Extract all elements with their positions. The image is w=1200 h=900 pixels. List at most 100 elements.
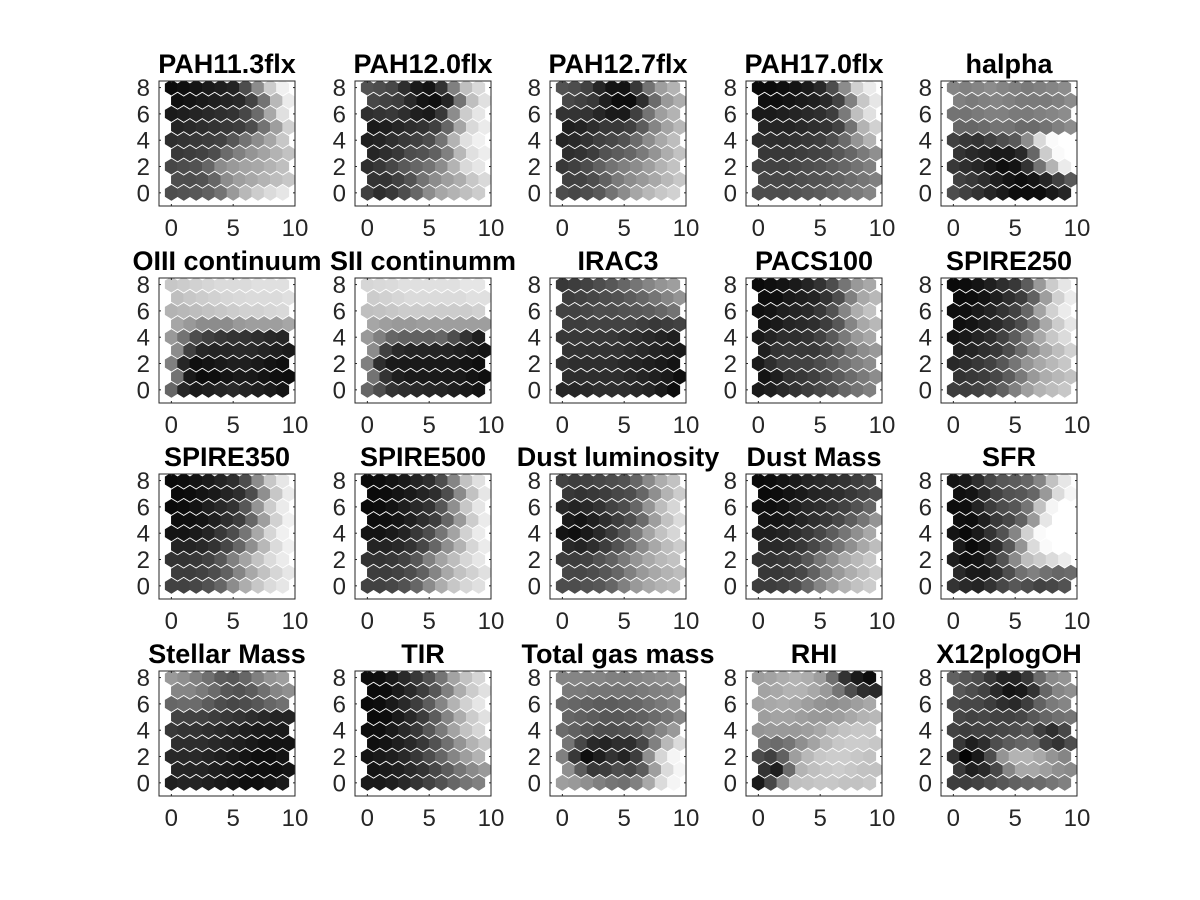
hex-cell bbox=[667, 722, 681, 739]
hex-cell bbox=[1058, 551, 1072, 568]
x-tick-label: 10 bbox=[1064, 608, 1091, 635]
y-tick-label: 2 bbox=[137, 547, 150, 574]
hex-cell bbox=[667, 748, 681, 765]
y-tick-label: 2 bbox=[333, 744, 346, 771]
y-tick-label: 8 bbox=[333, 468, 346, 495]
x-tick-label: 5 bbox=[423, 608, 436, 635]
hex-cell bbox=[276, 748, 290, 765]
x-tick-label: 5 bbox=[618, 215, 631, 242]
x-tick-label: 5 bbox=[1009, 215, 1022, 242]
panel-title: Dust Mass bbox=[746, 442, 881, 472]
y-tick-label: 6 bbox=[333, 691, 346, 718]
y-tick-label: 2 bbox=[333, 351, 346, 378]
y-tick-label: 4 bbox=[528, 325, 541, 352]
hex-cell bbox=[472, 671, 486, 686]
hex-cell bbox=[673, 735, 686, 752]
hex-cell bbox=[478, 538, 491, 555]
hex-cell bbox=[863, 671, 877, 686]
hex-grid bbox=[946, 278, 1077, 398]
y-tick-label: 8 bbox=[528, 468, 541, 495]
hex-cell bbox=[472, 184, 486, 201]
x-tick-label: 10 bbox=[282, 805, 309, 832]
hex-cell bbox=[1064, 761, 1077, 778]
y-tick-label: 6 bbox=[333, 101, 346, 128]
y-tick-label: 4 bbox=[137, 718, 150, 745]
x-tick-label: 10 bbox=[673, 215, 700, 242]
y-tick-label: 8 bbox=[724, 468, 737, 495]
y-tick-label: 6 bbox=[724, 298, 737, 325]
hex-cell bbox=[282, 761, 295, 778]
y-tick-label: 4 bbox=[724, 521, 737, 548]
y-tick-label: 8 bbox=[919, 75, 932, 102]
y-tick-label: 0 bbox=[528, 377, 541, 404]
y-tick-label: 6 bbox=[137, 691, 150, 718]
hex-cell bbox=[1064, 289, 1077, 306]
y-tick-label: 4 bbox=[919, 325, 932, 352]
hex-grid bbox=[555, 671, 686, 791]
x-tick-label: 5 bbox=[814, 412, 827, 439]
axes-frame bbox=[158, 277, 296, 404]
hex-grid bbox=[946, 474, 1077, 594]
hex-cell bbox=[276, 722, 290, 739]
hex-cell bbox=[1058, 671, 1072, 686]
hex-cell bbox=[869, 485, 882, 502]
hex-grid bbox=[555, 81, 686, 201]
hex-cell bbox=[869, 92, 882, 109]
hex-cell bbox=[282, 342, 295, 359]
hex-cell bbox=[863, 474, 877, 489]
hex-grid bbox=[164, 671, 295, 791]
hex-cell bbox=[673, 761, 686, 778]
hex-cell bbox=[478, 512, 491, 529]
x-tick-label: 0 bbox=[556, 805, 569, 832]
hex-cell bbox=[472, 278, 486, 293]
hex-cell bbox=[863, 577, 877, 594]
hex-cell bbox=[472, 722, 486, 739]
y-tick-label: 8 bbox=[137, 468, 150, 495]
y-tick-label: 6 bbox=[528, 298, 541, 325]
hex-cell bbox=[1064, 682, 1077, 699]
y-tick-label: 8 bbox=[528, 665, 541, 692]
hex-cell bbox=[1058, 329, 1072, 346]
y-tick-label: 6 bbox=[137, 494, 150, 521]
hex-cell bbox=[869, 316, 882, 333]
hex-cell bbox=[667, 551, 681, 568]
y-tick-label: 2 bbox=[724, 744, 737, 771]
hex-cell bbox=[667, 671, 681, 686]
hex-cell bbox=[472, 525, 486, 542]
axes-frame bbox=[940, 277, 1078, 404]
y-tick-label: 8 bbox=[919, 272, 932, 299]
y-tick-label: 0 bbox=[724, 180, 737, 207]
y-tick-label: 4 bbox=[528, 521, 541, 548]
x-tick-label: 10 bbox=[282, 215, 309, 242]
hex-cell bbox=[1058, 774, 1072, 791]
hex-cell bbox=[276, 184, 290, 201]
hex-cell bbox=[1064, 564, 1077, 581]
y-tick-label: 4 bbox=[333, 718, 346, 745]
hex-cell bbox=[478, 735, 491, 752]
y-tick-label: 0 bbox=[528, 770, 541, 797]
hex-cell bbox=[282, 145, 295, 162]
y-tick-label: 8 bbox=[333, 272, 346, 299]
x-tick-label: 0 bbox=[556, 608, 569, 635]
y-tick-label: 6 bbox=[919, 298, 932, 325]
x-tick-label: 5 bbox=[618, 412, 631, 439]
hex-cell bbox=[1058, 105, 1072, 122]
panel-title: TIR bbox=[401, 639, 445, 669]
x-tick-label: 5 bbox=[1009, 412, 1022, 439]
y-tick-label: 6 bbox=[137, 101, 150, 128]
y-tick-label: 2 bbox=[919, 547, 932, 574]
hex-cell bbox=[869, 735, 882, 752]
x-tick-label: 10 bbox=[478, 215, 505, 242]
hex-cell bbox=[282, 682, 295, 699]
hex-cell bbox=[472, 774, 486, 791]
hex-cell bbox=[282, 735, 295, 752]
x-tick-label: 0 bbox=[947, 805, 960, 832]
y-tick-label: 2 bbox=[724, 547, 737, 574]
x-tick-label: 5 bbox=[814, 215, 827, 242]
y-tick-label: 4 bbox=[919, 718, 932, 745]
y-tick-label: 4 bbox=[919, 521, 932, 548]
hex-cell bbox=[863, 329, 877, 346]
hex-cell bbox=[282, 538, 295, 555]
